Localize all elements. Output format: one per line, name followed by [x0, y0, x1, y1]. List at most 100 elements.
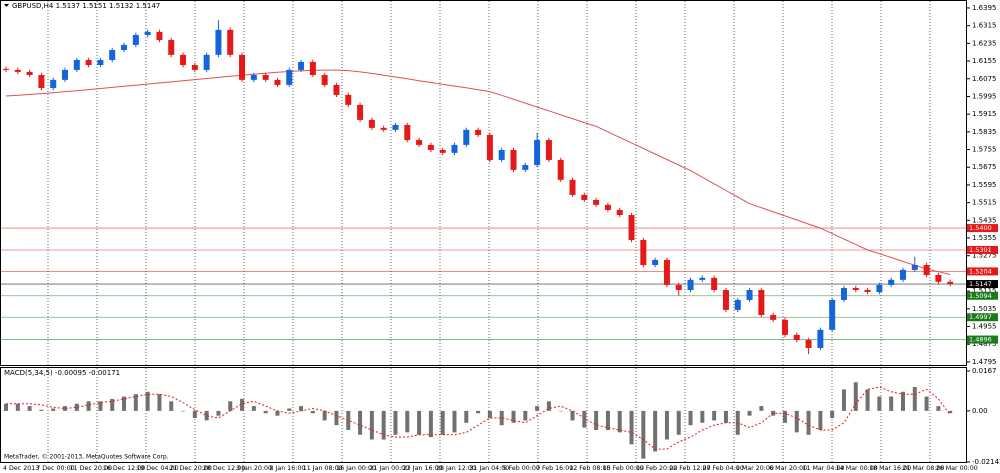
candle-body: [923, 265, 930, 275]
candle-body: [793, 334, 800, 341]
y-tick-label: 1.6395: [972, 4, 997, 12]
candle-body: [215, 29, 222, 55]
macd-bar: [900, 391, 905, 411]
y-tick-label: 1.4795: [972, 358, 997, 366]
macd-bar: [74, 403, 79, 411]
macd-bar: [712, 410, 717, 421]
macd-bar: [594, 410, 599, 430]
dropdown-icon: [4, 4, 9, 7]
macd-bar: [476, 410, 481, 414]
candle-body: [734, 299, 741, 310]
macd-bar: [322, 410, 327, 421]
candle-body: [250, 74, 257, 80]
macd-bar: [841, 389, 846, 411]
y-tick-label: 1.5835: [972, 128, 997, 136]
candle-body: [911, 265, 918, 270]
footer: MetaTrader, © 2001-2013, MetaQuotes Soft…: [4, 454, 169, 461]
candle-body: [427, 144, 434, 150]
macd-bar: [263, 410, 268, 414]
x-tick-label: 8 Jan 16:00: [269, 465, 305, 472]
y-tick-label: 1.5915: [972, 110, 997, 118]
macd-bar: [428, 410, 433, 438]
level-label: 1.5204: [969, 267, 992, 275]
macd-bar: [369, 410, 374, 440]
x-tick-label: 16 Jan 00:00: [336, 465, 376, 472]
candle-body: [62, 69, 69, 80]
candle-body: [14, 69, 21, 72]
macd-bar: [570, 410, 575, 421]
macd-bar: [676, 410, 681, 435]
macd-panel: [0, 367, 967, 463]
y-tick-label: 1.6075: [972, 75, 997, 83]
level-label: 1.4896: [969, 336, 992, 344]
y-tick-label: 1.6315: [972, 22, 997, 30]
candle-body: [486, 134, 493, 160]
x-tick-label: 15 Feb 00:00: [603, 465, 644, 472]
candle-body: [947, 281, 954, 285]
candle-body: [3, 68, 9, 70]
candle-body: [73, 59, 80, 70]
y-tick-label: 1.5995: [972, 92, 997, 100]
candle-body: [852, 288, 859, 291]
candle-body: [935, 274, 942, 282]
candle-body: [522, 165, 529, 170]
candle-body: [817, 329, 824, 348]
macd-bar: [192, 410, 197, 419]
level-box: [967, 224, 998, 233]
candle-body: [746, 290, 753, 300]
macd-bar: [381, 410, 386, 440]
candle-body: [262, 74, 269, 80]
candle-body: [274, 79, 281, 85]
macd-bar: [133, 394, 138, 411]
candle-body: [97, 59, 104, 66]
candle-body: [675, 284, 682, 291]
macd-bar: [688, 410, 693, 426]
candle-body: [463, 129, 470, 145]
y-tick-label: 1.5035: [972, 305, 997, 313]
x-tick-label: 21 Dec 20:00: [170, 465, 212, 472]
y-tick-label: 1.4955: [972, 323, 997, 331]
candle-body: [876, 284, 883, 293]
x-tick-label: 7 Dec 00:00: [36, 465, 74, 472]
macd-bar: [63, 406, 68, 411]
x-tick-label: 5 Feb 00:00: [503, 465, 540, 472]
macd-bar: [358, 410, 363, 435]
level-box: [967, 291, 998, 300]
candle-body: [498, 149, 505, 160]
macd-bar: [582, 410, 587, 428]
candle-body: [121, 44, 128, 51]
macd-bar: [452, 410, 457, 433]
chart-title: GBPUSD,H4 1.5137 1.5151 1.5132 1.5147: [12, 2, 160, 10]
candle-body: [451, 144, 458, 153]
x-tick-label: 11 Jan 08:00: [303, 465, 343, 472]
candle-body: [380, 127, 387, 130]
macd-bar: [405, 410, 410, 433]
candle-body: [557, 159, 564, 180]
candle-body: [85, 59, 92, 66]
x-tick-label: 1 Mar 20:00: [736, 465, 774, 472]
candle-body: [416, 140, 423, 145]
y-tick-label: 1.5355: [972, 234, 997, 242]
macd-bar: [39, 409, 44, 411]
x-tick-label: 4 Dec 2013: [3, 465, 39, 472]
level-label: 1.5147: [969, 280, 992, 288]
y-tick-label: 1.5755: [972, 146, 997, 154]
macd-bar: [948, 410, 953, 414]
candle-body: [687, 279, 694, 291]
x-tick-label: 19 Dec 04:00: [136, 465, 178, 472]
macd-bar: [782, 410, 787, 423]
candle-body: [510, 149, 517, 170]
candle-body: [38, 74, 45, 89]
x-tick-label: 11 Dec 20:00: [70, 465, 112, 472]
x-tick-label: 21 Jan 00:00: [369, 465, 409, 472]
candle-body: [333, 84, 340, 95]
level-label: 1.5301: [969, 246, 992, 254]
macd-bar: [393, 410, 398, 435]
y-tick-label: 1.5595: [972, 181, 997, 189]
macd-bar: [98, 401, 103, 411]
macd-bar: [700, 410, 705, 423]
candle-body: [357, 104, 364, 120]
y-tick-label: 1.6235: [972, 39, 997, 47]
signal-line: [6, 386, 951, 450]
macd-bar: [275, 410, 280, 416]
